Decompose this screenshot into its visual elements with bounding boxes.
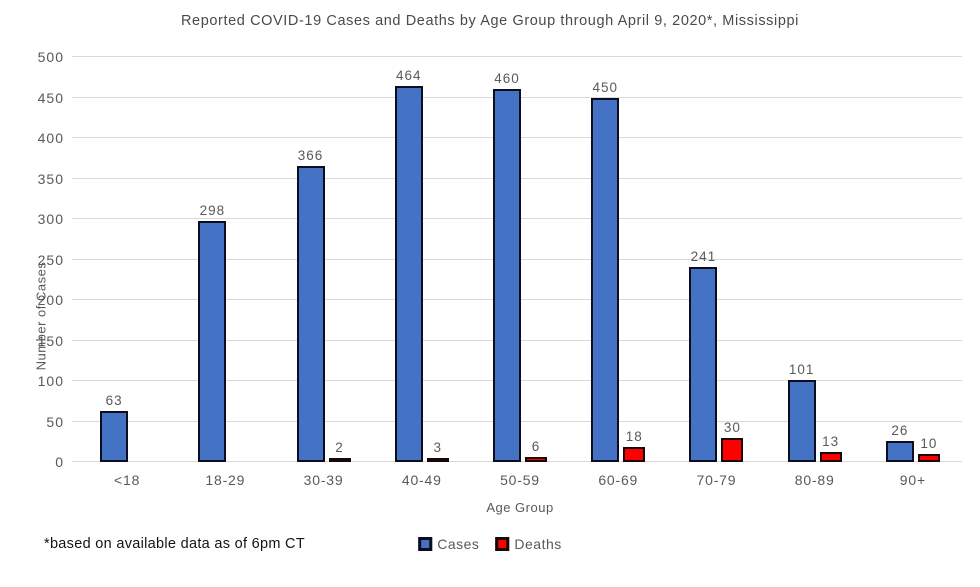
data-label-deaths-90+: 10 [920, 435, 938, 451]
data-label-deaths-50-59: 6 [531, 439, 541, 455]
bar-group-30-39: 366 2 [274, 57, 372, 462]
x-tick-label-40-49: 40-49 [401, 472, 442, 488]
bar-group-80-89: 101 13 [766, 57, 864, 462]
data-label-deaths-60-69: 18 [625, 429, 643, 445]
y-axis-title: Number of Cases [33, 261, 49, 371]
y-tick-label: 400 [37, 130, 64, 146]
bar-group-40-49: 464 3 [373, 57, 471, 462]
bar-deaths-60-69: 18 [623, 429, 646, 462]
bar-cases-<18: 63 [100, 393, 129, 462]
legend-marker-cases-icon [418, 537, 433, 551]
data-label-cases-50-59: 460 [494, 71, 520, 87]
bar-deaths-50-59: 6 [524, 439, 547, 462]
y-tick-label: 200 [37, 292, 64, 308]
plot-area: 0 50 100 150 200 250 300 350 400 450 500 Number of… [34, 49, 962, 470]
y-tick-label: 150 [37, 332, 64, 349]
bar-cases-90+: 26 [885, 423, 914, 462]
bar-deaths-70-79: 30 [721, 420, 744, 462]
bar-group-70-79: 241 30 [667, 57, 765, 462]
bar-cases-40-49: 464 [394, 68, 423, 462]
bar-deaths-30-39: 2 [328, 440, 351, 462]
bar-cases-60-69: 450 [591, 80, 620, 462]
bar-groups: 63 298 366 2 464 3 460 6 450 18 241 30 101 13 26 10 [78, 57, 962, 462]
bar-cases-18-29: 298 [198, 203, 227, 462]
x-tick-label-18-29: 18-29 [205, 472, 246, 488]
x-axis-title: Age Group [486, 500, 554, 515]
bar-cases-50-59: 460 [492, 71, 521, 462]
footnote: *based on available data as of 6pm CT [44, 536, 305, 552]
y-tick-label: 250 [37, 251, 64, 268]
bar-cases-30-39: 366 [296, 148, 325, 462]
x-tick-label-70-79: 70-79 [696, 472, 737, 488]
chart-footer: *based on available data as of 6pm CT Ca… [0, 534, 980, 560]
legend-item-deaths: Deaths [495, 536, 561, 552]
legend-label-deaths: Deaths [514, 536, 562, 552]
bar-deaths-90+: 10 [917, 436, 940, 462]
data-label-cases-40-49: 464 [396, 68, 422, 84]
bar-group-90+: 26 10 [864, 57, 962, 462]
data-label-cases-90+: 26 [891, 422, 909, 438]
x-tick-label-50-59: 50-59 [500, 472, 540, 488]
bar-group-50-59: 460 6 [471, 57, 569, 462]
legend: Cases Deaths [418, 536, 562, 552]
x-tick-labels: <18 18-29 30-39 40-49 50-59 60-69 70-79 80-89 90… [78, 472, 962, 488]
y-tick-label: 100 [37, 373, 64, 389]
y-tick-label: 0 [55, 454, 64, 470]
bar-deaths-40-49: 3 [426, 440, 449, 462]
data-label-cases-70-79: 241 [690, 248, 717, 264]
data-label-deaths-70-79: 30 [723, 419, 741, 435]
bar-group-60-69: 450 18 [569, 57, 667, 462]
legend-marker-deaths-icon [495, 537, 510, 551]
bar-cases-70-79: 241 [689, 249, 718, 462]
data-label-cases-<18: 63 [105, 393, 123, 408]
x-tick-label-60-69: 60-69 [598, 472, 639, 488]
legend-item-cases: Cases [418, 536, 479, 552]
data-label-deaths-30-39: 2 [335, 440, 344, 455]
x-tick-label-<18: <18 [114, 472, 141, 488]
y-tick-label: 50 [46, 413, 64, 430]
data-label-cases-60-69: 450 [592, 79, 618, 95]
bar-cases-80-89: 101 [787, 362, 816, 462]
y-tick-label: 350 [37, 170, 64, 187]
x-tick-label-30-39: 30-39 [303, 472, 344, 488]
gridline [72, 56, 962, 57]
y-tick-label: 500 [37, 49, 64, 65]
data-label-cases-80-89: 101 [788, 362, 815, 378]
x-tick-label-80-89: 80-89 [794, 472, 835, 488]
y-tick-label: 300 [37, 211, 64, 227]
data-label-deaths-40-49: 3 [433, 440, 443, 455]
x-tick-label-90+: 90+ [899, 472, 926, 488]
data-label-cases-30-39: 366 [297, 147, 324, 163]
bar-group-<18: 63 [78, 57, 176, 462]
y-tick-label: 450 [37, 89, 64, 106]
legend-label-cases: Cases [437, 536, 480, 552]
bar-deaths-80-89: 13 [819, 434, 842, 462]
data-label-deaths-80-89: 13 [822, 433, 840, 449]
chart-title: Reported COVID-19 Cases and Deaths by Ag… [180, 13, 800, 29]
bar-group-18-29: 298 [176, 57, 274, 462]
data-label-cases-18-29: 298 [199, 202, 226, 218]
